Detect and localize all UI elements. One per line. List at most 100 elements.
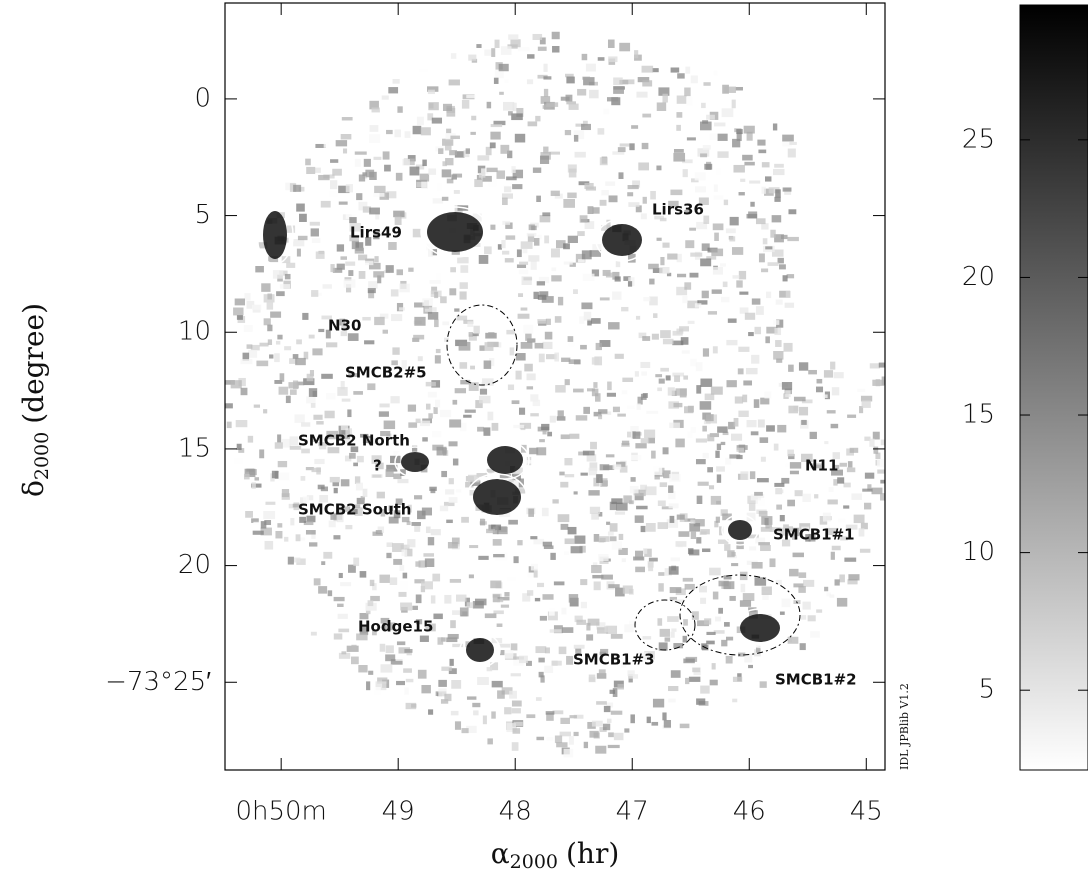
dark-spot [602,224,642,256]
speckle [327,590,333,597]
speckle [665,375,671,381]
speckle [716,168,722,176]
speckle [658,87,670,96]
speckle [496,623,503,627]
speckle [407,504,412,513]
speckle [311,530,316,539]
speckle [368,670,374,675]
speckle [875,452,881,460]
speckle [703,82,711,86]
x-tick-label: 49 [382,797,415,827]
speckle [472,702,481,708]
speckle [533,568,538,578]
speckle [635,443,647,449]
speckle [643,548,648,554]
speckle [246,300,255,309]
speckle [712,591,719,600]
speckle [629,485,639,494]
speckle [499,91,504,95]
speckle [582,450,595,456]
speckle [438,688,447,698]
x-tick-label: 45 [850,797,883,827]
speckle [645,523,656,532]
speckle [774,327,782,336]
speckle [556,416,566,421]
speckle [709,433,720,438]
speckle [549,629,562,633]
dark-spot [728,520,752,540]
speckle [362,435,374,444]
speckle [686,137,696,141]
speckle [323,551,333,559]
speckle [742,154,753,161]
speckle [653,466,663,476]
speckle [689,523,701,532]
dark-spot [740,614,780,642]
speckle [668,698,676,703]
speckle [782,134,794,142]
speckle [313,414,323,420]
speckle [564,129,572,136]
speckle [869,438,875,447]
speckle [662,712,667,721]
speckle [419,635,429,642]
speckle [652,698,665,708]
speckle [527,234,535,243]
speckle [409,166,420,176]
speckle [374,686,381,695]
speckle [497,244,502,250]
speckle [829,594,835,598]
speckle [365,237,372,246]
speckle [421,507,433,516]
speckle [449,150,458,156]
speckle [583,77,595,86]
speckle [587,388,596,392]
speckle [602,723,611,731]
speckle [502,101,515,111]
speckle [539,615,547,621]
speckle [236,443,242,451]
speckle [440,296,447,304]
speckle [404,687,409,695]
speckle [668,200,679,207]
speckle [472,333,479,337]
speckle [534,342,544,349]
speckle [311,238,321,244]
speckle [434,319,439,328]
speckle [560,717,570,725]
speckle [789,470,799,475]
speckle [353,462,358,467]
speckle [511,742,519,751]
speckle [754,491,763,496]
x-tick-label: 46 [733,797,766,827]
annotation: SMCB1#1 [773,526,855,544]
speckle [551,660,562,666]
speckle [367,600,374,607]
speckle [826,592,832,597]
speckle [630,477,636,482]
speckle [695,438,708,443]
speckle [400,581,409,591]
speckle [455,489,462,493]
speckle [800,615,807,620]
speckle [452,458,459,466]
speckle [851,493,862,500]
speckle [781,539,791,547]
speckle [697,481,709,486]
speckle [425,623,436,632]
speckle [573,731,579,737]
speckle [640,361,651,368]
speckle [299,213,307,222]
speckle [657,618,663,626]
speckle [713,195,724,200]
speckle [452,643,464,648]
speckle [400,544,410,550]
speckle [341,651,347,655]
speckle [700,153,708,158]
speckle [824,441,829,445]
speckle [497,596,510,601]
speckle [354,507,363,516]
speckle [532,167,542,173]
speckle [618,547,628,556]
speckle [522,593,531,602]
